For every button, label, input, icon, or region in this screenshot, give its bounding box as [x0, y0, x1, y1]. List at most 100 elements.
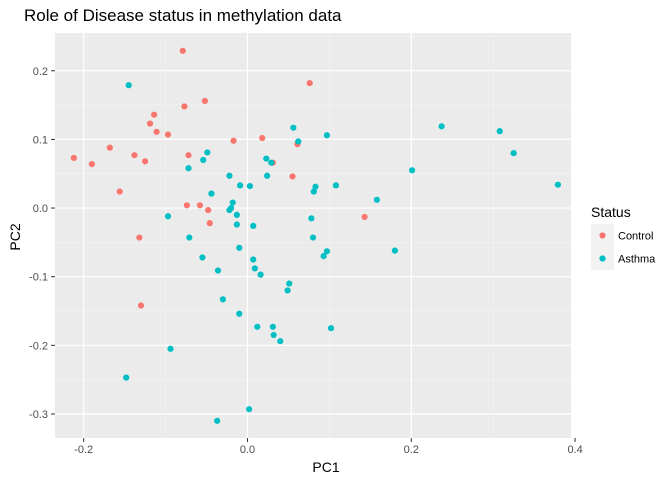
legend-swatch-asthma: [599, 255, 606, 262]
data-point-control: [361, 213, 368, 221]
data-point-asthma: [270, 331, 277, 339]
minor-gridlines: [55, 33, 571, 438]
data-point-asthma: [391, 247, 399, 254]
data-point-asthma: [496, 128, 503, 135]
data-point-asthma: [309, 234, 317, 241]
data-point-asthma: [409, 167, 416, 174]
data-point-asthma: [295, 138, 302, 145]
data-points: [70, 47, 561, 424]
x-axis-title: PC1: [312, 459, 339, 475]
y-tick-label: 0.2: [33, 66, 48, 78]
data-point-asthma: [214, 267, 222, 274]
data-point-asthma: [373, 196, 380, 203]
data-point-control: [136, 234, 143, 241]
data-point-control: [179, 47, 186, 54]
data-point-control: [183, 202, 190, 209]
data-point-control: [116, 188, 123, 195]
data-point-asthma: [214, 417, 221, 424]
x-tick-label: 0.0: [240, 444, 255, 456]
data-point-control: [146, 120, 154, 127]
data-point-asthma: [323, 248, 331, 255]
chart-title: Role of Disease status in methylation da…: [24, 6, 342, 25]
y-axis-ticks: -0.3 -0.2 -0.1 0.0 0.1 0.2: [29, 66, 55, 421]
data-point-asthma: [323, 132, 331, 139]
data-point-control: [153, 128, 160, 135]
legend-label-control: Control: [618, 231, 653, 243]
data-point-asthma: [264, 172, 271, 179]
data-point-asthma: [290, 124, 297, 131]
data-point-control: [137, 302, 145, 309]
data-point-control: [164, 131, 172, 138]
data-point-control: [259, 134, 266, 142]
data-point-asthma: [263, 155, 270, 162]
y-tick-label: 0.1: [33, 134, 48, 146]
data-point-asthma: [167, 345, 174, 352]
data-point-control: [196, 202, 204, 209]
data-point-control: [131, 152, 138, 159]
data-point-asthma: [254, 323, 261, 330]
y-tick-label: -0.3: [29, 409, 48, 421]
data-point-control: [88, 161, 95, 168]
data-point-asthma: [226, 172, 233, 179]
data-point-asthma: [164, 213, 172, 220]
data-point-control: [181, 103, 188, 110]
data-point-control: [106, 144, 113, 151]
data-point-asthma: [251, 265, 258, 272]
data-point-asthma: [312, 183, 319, 190]
data-point-asthma: [332, 182, 340, 189]
data-point-control: [70, 154, 77, 162]
data-point-asthma: [199, 254, 206, 261]
data-point-asthma: [229, 199, 236, 206]
data-point-asthma: [268, 159, 275, 166]
data-point-asthma: [208, 190, 215, 197]
data-point-asthma: [250, 222, 257, 229]
y-tick-label: 0.0: [33, 203, 48, 215]
data-point-asthma: [219, 296, 227, 303]
data-point-asthma: [233, 221, 240, 228]
data-point-asthma: [204, 149, 211, 156]
data-point-control: [306, 80, 313, 87]
data-point-asthma: [510, 150, 517, 157]
data-point-control: [185, 152, 192, 159]
x-tick-label: 0.4: [567, 444, 582, 456]
data-point-asthma: [233, 211, 240, 219]
data-point-asthma: [286, 280, 293, 287]
data-point-asthma: [236, 310, 243, 317]
data-point-asthma: [438, 123, 445, 130]
data-point-control: [289, 173, 296, 180]
x-tick-label: -0.2: [74, 444, 93, 456]
data-point-control: [230, 137, 237, 144]
data-point-asthma: [277, 338, 284, 345]
data-point-asthma: [310, 188, 317, 195]
data-point-asthma: [269, 323, 276, 330]
data-point-asthma: [186, 234, 193, 241]
y-tick-label: -0.2: [29, 340, 48, 352]
y-tick-label: -0.1: [29, 272, 48, 284]
data-point-asthma: [246, 182, 254, 190]
data-point-control: [141, 158, 149, 165]
legend: Status Control Asthma: [591, 204, 656, 270]
data-point-asthma: [320, 252, 327, 260]
data-point-asthma: [327, 325, 335, 332]
data-point-control: [151, 111, 158, 118]
data-point-asthma: [200, 156, 207, 164]
x-axis-ticks: -0.2 0.0 0.2 0.4: [74, 438, 583, 456]
data-point-asthma: [226, 207, 233, 214]
legend-title: Status: [591, 204, 631, 220]
data-point-asthma: [237, 182, 244, 189]
legend-swatch-control: [599, 232, 606, 239]
data-point-asthma: [123, 374, 130, 381]
data-point-control: [201, 97, 208, 105]
y-axis-title: PC2: [7, 223, 23, 250]
data-point-asthma: [554, 181, 561, 188]
data-point-asthma: [284, 287, 291, 294]
data-point-asthma: [236, 244, 243, 251]
legend-label-asthma: Asthma: [618, 254, 656, 266]
data-point-asthma: [257, 271, 264, 278]
data-point-asthma: [185, 165, 192, 172]
data-point-asthma: [246, 406, 253, 413]
major-gridlines: [55, 33, 576, 438]
data-point-control: [206, 220, 213, 227]
x-tick-label: 0.2: [404, 444, 419, 456]
